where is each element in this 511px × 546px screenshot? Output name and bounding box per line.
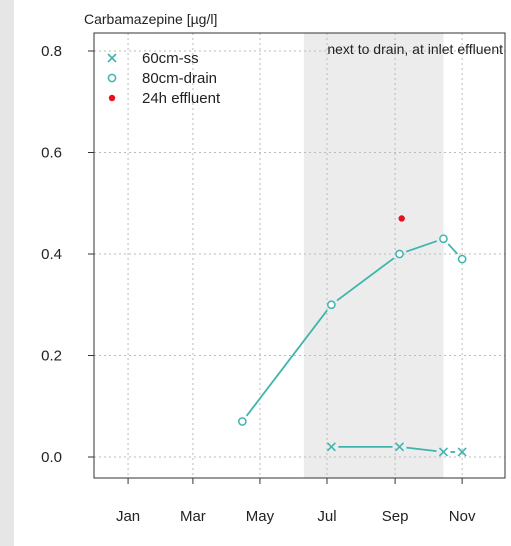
x-tick-label: Sep [382,508,409,525]
y-tick-label: 0.2 [41,348,62,365]
x-tick-label: Jan [116,508,140,525]
legend-label: 80cm-drain [142,70,217,87]
series-24h-effluent [398,215,405,222]
y-tick-label: 0.6 [41,145,62,162]
y-tick-label: 0.8 [41,43,62,60]
shaded-period [303,33,444,478]
data-point [438,447,449,457]
data-point [327,300,336,310]
data-point [457,447,467,457]
series-60cm-ss [326,442,467,457]
x-tick-label: Nov [449,508,476,525]
chart-annotation: next to drain, at inlet effluent [327,41,503,57]
y-tick-label: 0.4 [41,246,62,263]
series-line-segment [245,309,328,417]
data-point [439,234,448,244]
data-point [457,254,467,264]
y-tick-label: 0.0 [41,449,62,466]
x-tick-label: Mar [180,508,206,525]
legend-marker [108,94,116,102]
series-line-segment [405,240,438,253]
data-point [238,417,247,426]
data-point [398,215,405,222]
series-80cm-drain [238,234,467,426]
left-margin-strip [0,0,14,546]
x-tick-label: Jul [317,508,336,525]
x-tick-label: May [246,508,275,525]
chart-title: Carbamazepine [µg/l] [84,11,217,27]
legend-marker [107,53,117,63]
legend-label: 60cm-ss [142,50,199,67]
data-point [326,442,336,452]
legend-marker [107,73,117,83]
series-line-segment [336,257,395,302]
data-point [394,442,405,452]
series-line-segment [406,446,437,453]
plot-frame [93,32,506,479]
data-point [395,249,404,259]
legend-label: 24h effluent [142,90,221,107]
series-line-segment [447,243,459,255]
